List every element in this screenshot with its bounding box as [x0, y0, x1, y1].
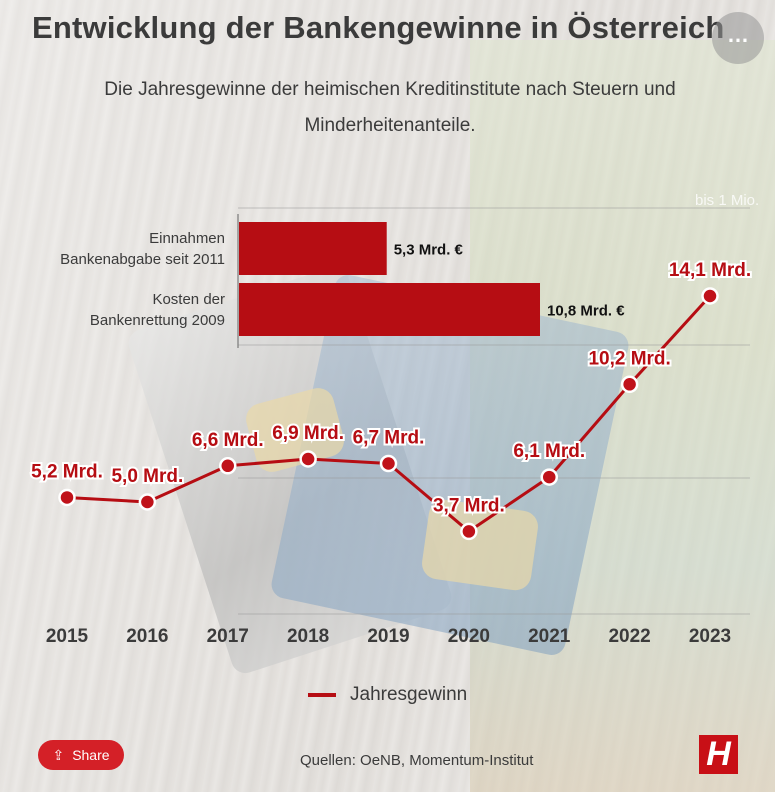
data-label: 6,9 Mrd. [272, 423, 344, 444]
bar-category-label: Einnahmen [149, 230, 225, 247]
legend-label: Jahresgewinn [350, 684, 468, 705]
data-point [460, 522, 478, 541]
background-text: bis 1 Mio. [695, 192, 760, 209]
bar-value-label: 10,8 Mrd. € [547, 303, 625, 320]
x-tick-label: 2021 [528, 626, 571, 647]
x-tick-label: 2017 [207, 626, 249, 647]
data-point [219, 457, 237, 475]
data-label: 10,2 Mrd. [588, 348, 670, 369]
data-point [701, 287, 719, 305]
share-label: Share [72, 747, 110, 763]
data-label: 14,1 Mrd. [669, 260, 751, 281]
ellipsis-icon[interactable]: … [712, 12, 764, 64]
data-label: 5,0 Mrd. [111, 466, 183, 487]
x-tick-label: 2018 [287, 626, 329, 647]
x-tick-label: 2023 [689, 626, 731, 647]
data-point [540, 468, 558, 486]
data-label: 3,7 Mrd. [433, 495, 505, 516]
x-tick-label: 2015 [46, 626, 89, 647]
data-point [138, 493, 157, 511]
bar-category-label: Bankenrettung 2009 [90, 312, 225, 329]
data-point [379, 454, 398, 473]
bar-value-label: 5,3 Mrd. € [394, 242, 464, 259]
data-point [299, 450, 317, 468]
sources-note: Quellen: OeNB, Momentum-Institut [300, 752, 534, 769]
chart-legend: Jahresgewinn [308, 684, 467, 706]
bar-category-label: Kosten der [152, 291, 225, 308]
bar [239, 283, 540, 336]
bar-category-label: Bankenabgabe seit 2011 [60, 251, 225, 268]
x-tick-label: 2020 [448, 626, 490, 647]
data-label: 5,2 Mrd. [31, 461, 103, 482]
data-label: 6,6 Mrd. [192, 430, 264, 451]
legend-swatch [308, 693, 336, 697]
share-button[interactable]: ⇪ Share [38, 740, 124, 770]
x-tick-label: 2022 [608, 626, 650, 647]
brand-logo-icon[interactable]: H [699, 735, 738, 774]
data-label: 6,1 Mrd. [513, 441, 585, 462]
chart-subtitle: Die Jahresgewinne der heimischen Krediti… [104, 79, 676, 136]
x-tick-label: 2016 [126, 626, 168, 647]
bar [239, 222, 387, 275]
share-icon: ⇪ [52, 746, 65, 763]
data-label: 6,7 Mrd. [353, 428, 425, 449]
data-point [58, 488, 76, 507]
x-tick-label: 2019 [367, 626, 409, 647]
data-point [620, 375, 639, 394]
chart-title: Entwicklung der Bankengewinne in Österre… [32, 10, 725, 45]
